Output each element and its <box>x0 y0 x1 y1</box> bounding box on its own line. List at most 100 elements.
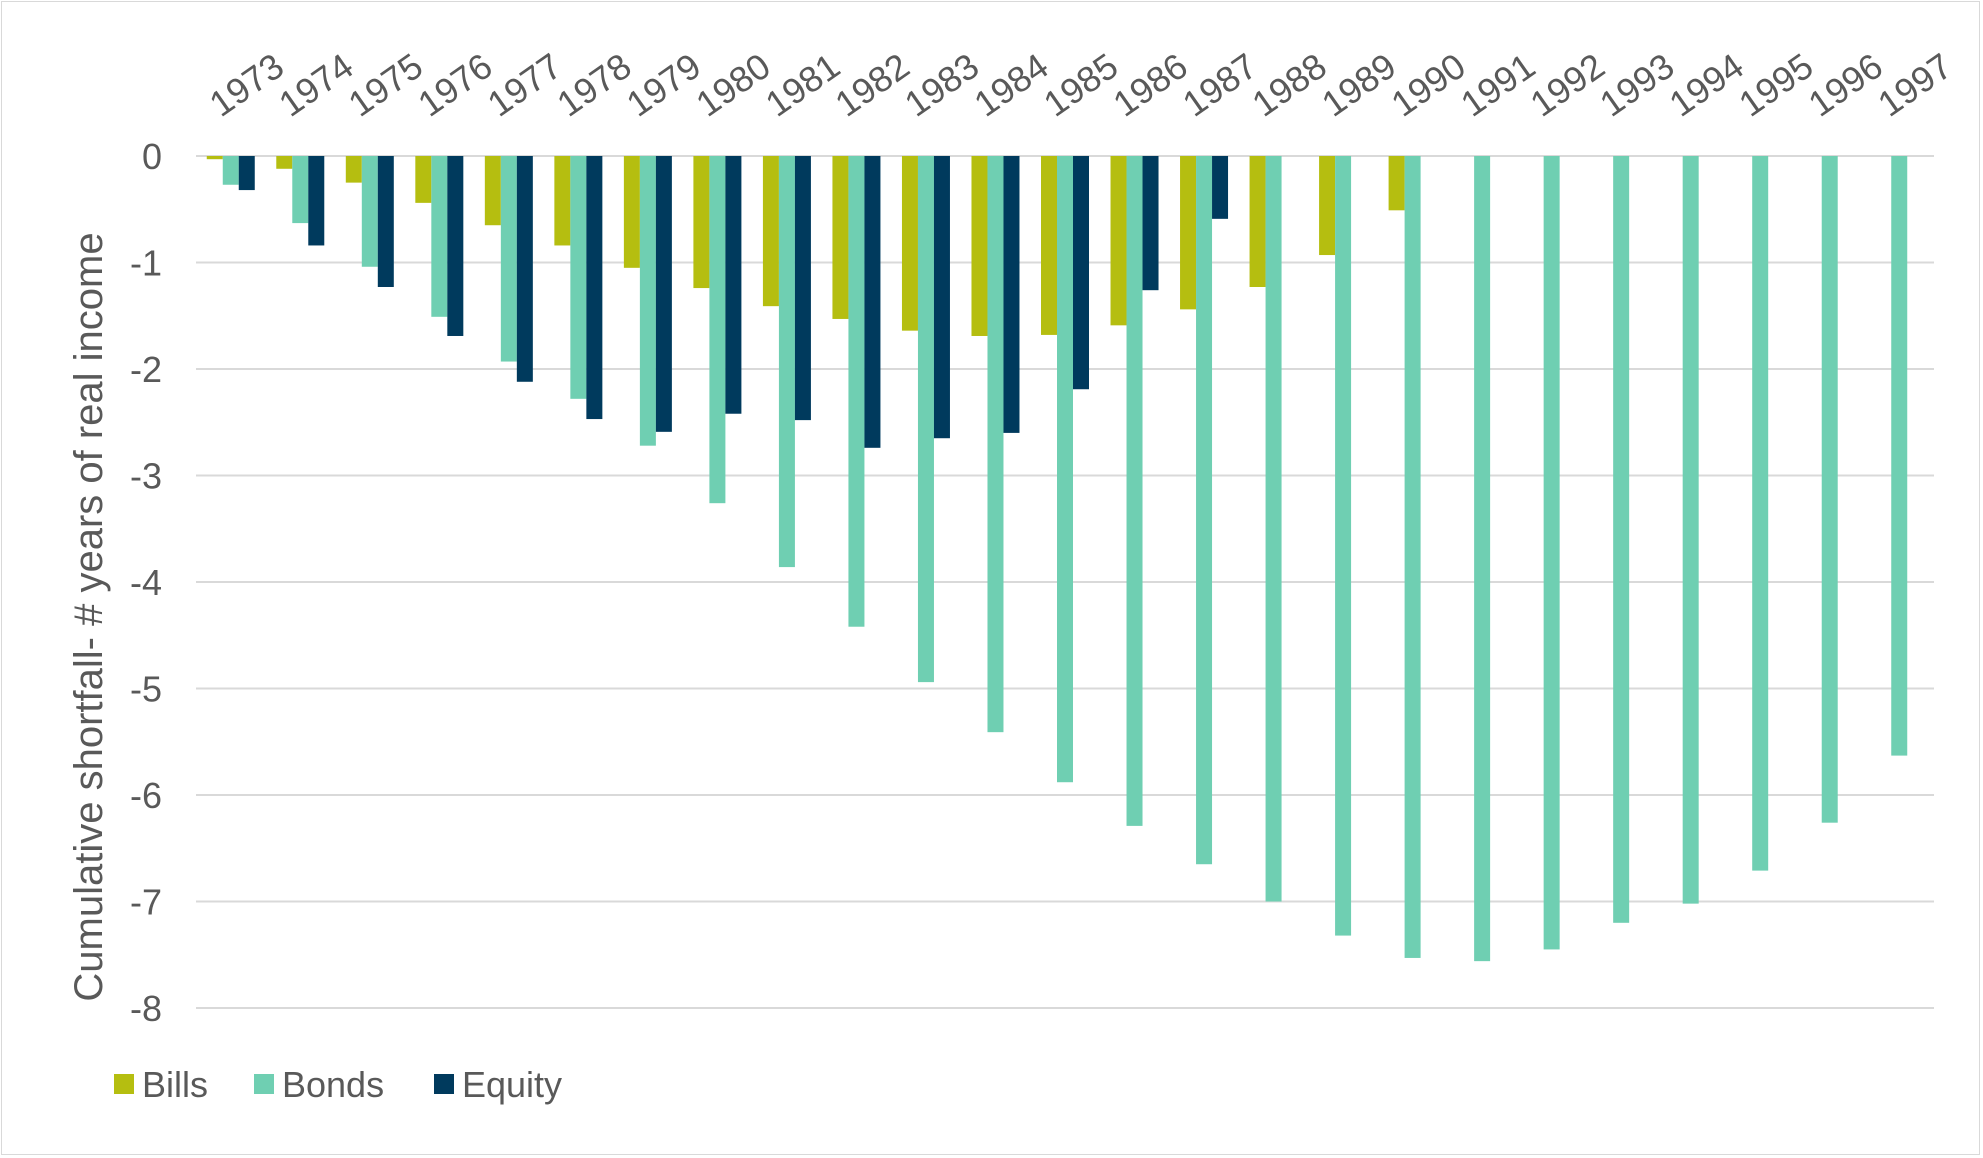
bar-equity-1975 <box>377 156 394 287</box>
x-tick-label: 1977 <box>480 45 569 125</box>
x-tick-label: 1996 <box>1801 45 1890 125</box>
bar-bonds-1981 <box>778 156 795 568</box>
bar-bills-1989 <box>1319 156 1336 256</box>
y-tick-label: -8 <box>130 988 162 1029</box>
y-tick-label: -7 <box>130 882 162 923</box>
x-tick-label: 1994 <box>1662 45 1751 125</box>
bar-bills-1975 <box>345 156 362 183</box>
bar-bonds-1985 <box>1057 156 1073 783</box>
bar-bonds-1980 <box>709 156 726 504</box>
legend-swatch-bonds <box>254 1074 274 1094</box>
bar-bills-1984 <box>971 156 988 336</box>
bar-bonds-1994 <box>1682 156 1699 904</box>
bar-bonds-1979 <box>639 156 656 446</box>
y-tick-label: -5 <box>130 669 162 710</box>
x-tick-label: 1984 <box>967 45 1056 125</box>
bar-bills-1973 <box>206 156 223 160</box>
legend-label-bonds: Bonds <box>282 1064 384 1105</box>
bar-bills-1977 <box>484 156 501 226</box>
bar-bonds-1983 <box>917 156 934 683</box>
x-tick-label: 1979 <box>619 45 708 125</box>
bar-equity-1977 <box>516 156 533 382</box>
y-tick-label: -3 <box>130 456 162 497</box>
bar-equity-1984 <box>1003 156 1020 433</box>
bar-bills-1982 <box>832 156 849 319</box>
bar-equity-1982 <box>864 156 881 448</box>
bar-equity-1980 <box>725 156 742 414</box>
bar-bonds-1986 <box>1126 156 1143 826</box>
bar-bills-1983 <box>901 156 918 331</box>
x-tick-label: 1978 <box>549 45 638 125</box>
bar-bonds-1992 <box>1543 156 1560 950</box>
bar-bonds-1984 <box>987 156 1004 733</box>
x-tick-label: 1981 <box>758 45 847 125</box>
bar-bonds-1991 <box>1474 156 1491 962</box>
bar-bonds-1996 <box>1821 156 1838 823</box>
x-tick-label: 1991 <box>1453 45 1542 125</box>
bar-bonds-1995 <box>1752 156 1769 871</box>
x-tick-label: 1983 <box>897 45 986 125</box>
bar-bonds-1989 <box>1335 156 1352 936</box>
bar-bonds-1978 <box>570 156 587 399</box>
x-tick-label: 1974 <box>271 45 360 125</box>
bar-bills-1986 <box>1110 156 1127 326</box>
x-tick-label: 1987 <box>1175 45 1264 125</box>
y-tick-label: 0 <box>142 136 162 177</box>
bar-bonds-1977 <box>500 156 517 362</box>
bar-equity-1976 <box>447 156 464 336</box>
x-tick-label: 1992 <box>1523 45 1612 125</box>
x-tick-label: 1973 <box>202 45 291 125</box>
bar-bonds-1988 <box>1265 156 1282 902</box>
bar-bonds-1990 <box>1404 156 1421 958</box>
bar-bills-1981 <box>762 156 779 307</box>
bar-equity-1973 <box>238 156 255 191</box>
x-tick-label: 1993 <box>1592 45 1681 125</box>
x-tick-label: 1995 <box>1731 45 1820 125</box>
bar-bills-1980 <box>693 156 710 289</box>
x-axis-tick-labels: 1973197419751976197719781979198019811982… <box>202 45 1960 125</box>
x-tick-label: 1997 <box>1870 45 1959 125</box>
y-axis-tick-labels: 0 -1 -2 -3 -4 -5 -6 -7 -8 <box>130 136 162 1029</box>
bar-bonds-1982 <box>848 156 865 627</box>
legend: Bills Bonds Equity <box>114 1064 562 1105</box>
bar-equity-1987 <box>1212 156 1229 219</box>
bar-bonds-1973 <box>222 156 239 185</box>
bar-equity-1979 <box>655 156 672 432</box>
y-tick-label: -6 <box>130 775 162 816</box>
y-axis-title: Cumulative shortfall- # years of real in… <box>67 232 111 1001</box>
bar-equity-1974 <box>308 156 325 246</box>
x-tick-label: 1980 <box>688 45 777 125</box>
x-tick-label: 1986 <box>1106 45 1195 125</box>
bar-equity-1986 <box>1142 156 1159 291</box>
x-tick-label: 1990 <box>1384 45 1473 125</box>
bar-bills-1974 <box>276 156 293 169</box>
y-tick-label: -1 <box>130 243 162 284</box>
x-tick-label: 1976 <box>410 45 499 125</box>
legend-swatch-bills <box>114 1074 134 1094</box>
bar-bills-1987 <box>1180 156 1197 310</box>
bar-bills-1990 <box>1388 156 1405 211</box>
bar-bills-1979 <box>623 156 640 268</box>
bar-bonds-1974 <box>292 156 309 224</box>
y-tick-label: -2 <box>130 349 162 390</box>
x-tick-label: 1985 <box>1036 45 1125 125</box>
bar-bills-1978 <box>554 156 571 246</box>
bar-bonds-1997 <box>1891 156 1908 756</box>
x-tick-label: 1982 <box>828 45 917 125</box>
bar-bills-1985 <box>1041 156 1057 335</box>
bar-bonds-1993 <box>1613 156 1630 923</box>
x-tick-label: 1975 <box>341 45 430 125</box>
legend-swatch-equity <box>434 1074 454 1094</box>
y-tick-label: -4 <box>130 562 162 603</box>
bar-bills-1988 <box>1249 156 1266 287</box>
legend-label-bills: Bills <box>142 1064 208 1105</box>
bars <box>206 156 1908 962</box>
bar-equity-1978 <box>586 156 603 420</box>
legend-label-equity: Equity <box>462 1064 562 1105</box>
x-tick-label: 1988 <box>1245 45 1334 125</box>
bar-equity-1985 <box>1073 156 1089 390</box>
bar-equity-1983 <box>933 156 950 439</box>
bar-bonds-1987 <box>1196 156 1213 865</box>
